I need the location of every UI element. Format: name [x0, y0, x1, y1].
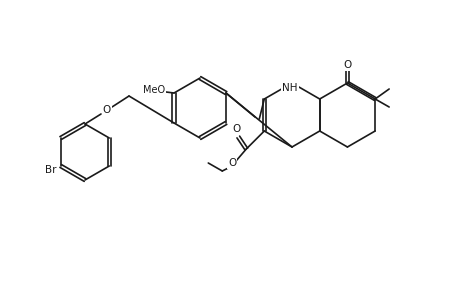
Text: O: O [228, 158, 236, 168]
Text: O: O [342, 60, 351, 70]
Text: O: O [232, 124, 240, 134]
Text: MeO: MeO [143, 85, 165, 95]
Text: O: O [103, 105, 111, 115]
Text: NH: NH [282, 83, 297, 93]
Text: Br: Br [45, 165, 56, 175]
